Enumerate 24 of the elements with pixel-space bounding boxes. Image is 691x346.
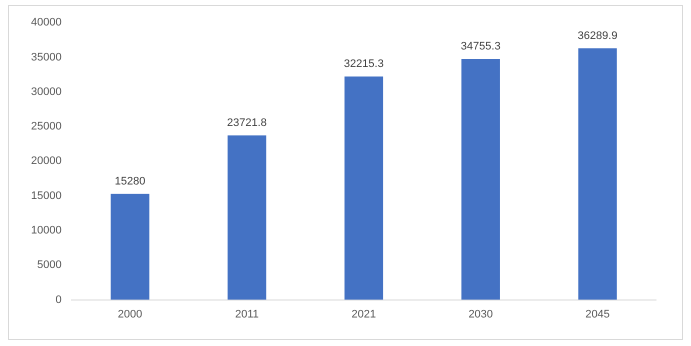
y-tick-label: 10000 [30, 224, 62, 237]
bar [110, 194, 150, 300]
bar [228, 135, 266, 300]
data-label: 15280 [114, 175, 146, 188]
data-label: 32215.3 [344, 58, 384, 70]
y-tick-label: 15000 [30, 190, 62, 202]
y-tick-label: 40000 [30, 16, 62, 29]
x-tick-label: 2011 [235, 308, 259, 320]
bar [578, 48, 617, 300]
y-tick-label: 0 [55, 294, 62, 306]
y-tick-label: 25000 [30, 120, 62, 133]
bar [461, 58, 500, 300]
y-tick-label: 20000 [30, 155, 62, 168]
data-label: 36289.9 [578, 30, 618, 42]
x-tick-label: 2045 [585, 308, 610, 320]
y-tick-label: 5000 [37, 259, 62, 272]
data-label: 34755.3 [460, 40, 501, 52]
x-tick-label: 2030 [468, 308, 493, 320]
x-tick-label: 2021 [352, 308, 376, 320]
y-tick-label: 30000 [30, 86, 62, 98]
x-tick-label: 2000 [118, 308, 142, 320]
y-tick-label: 35000 [30, 51, 62, 64]
bar [344, 76, 384, 300]
data-label: 23721.8 [227, 116, 267, 129]
